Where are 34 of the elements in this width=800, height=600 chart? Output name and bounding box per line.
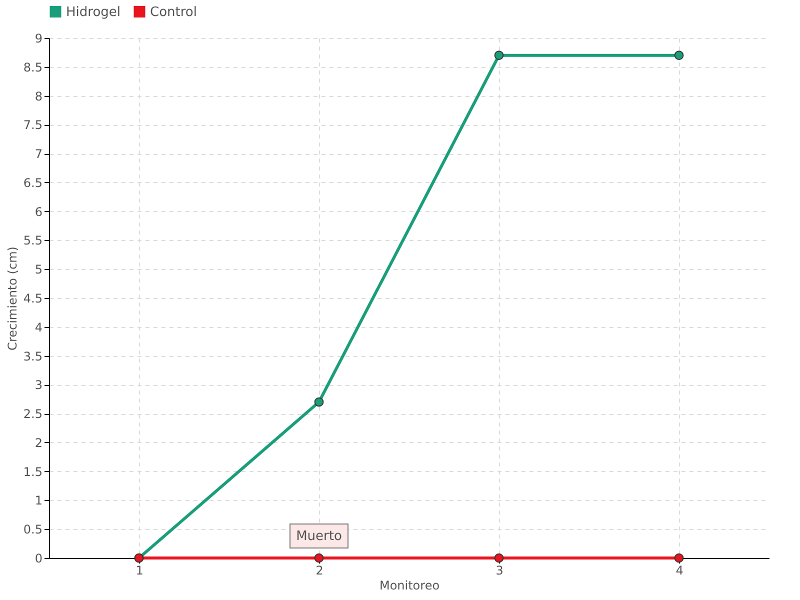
y-axis-title: Crecimiento (cm) [5,246,20,350]
y-tick-label: 8 [34,89,42,104]
y-tick-label: 5 [34,262,42,277]
y-tick-label: 2 [34,436,42,450]
point [674,50,684,60]
point [494,50,504,60]
y-tick-label: 1.5 [23,464,42,479]
y-tick-label: 7.5 [23,118,42,132]
y-tick-label: 0.5 [23,522,42,537]
x-axis-title: Monitoreo [379,578,440,592]
y-tick-label: 7 [34,147,42,162]
x-tick-label: 4 [676,564,684,578]
annotation: Muerto [296,529,342,544]
y-tick-label: 3 [34,378,42,392]
y-tick-label: 3.5 [23,349,42,364]
y-tick-label: 8.5 [23,60,42,74]
point [494,553,504,563]
y-tick-label: 2.5 [23,407,42,422]
x-tick-label: 3 [496,564,504,578]
point [674,553,684,563]
y-tick-label: 0 [34,552,42,566]
y-tick-label: 1 [34,494,42,508]
x-tick-label: 2 [316,564,324,578]
y-tick-label: 6.5 [23,176,42,190]
y-tick-label: 4.5 [23,292,42,306]
point [314,553,324,563]
legend-label: Control [150,4,197,20]
y-tick-label: 5.5 [23,234,42,248]
x-tick-label: 1 [136,564,144,578]
y-tick-label: 4 [34,320,42,334]
y-tick-label: 9 [34,32,42,46]
point [314,397,324,407]
legend-label: Hidrogel [66,4,121,20]
y-tick-label: 6 [34,204,42,219]
